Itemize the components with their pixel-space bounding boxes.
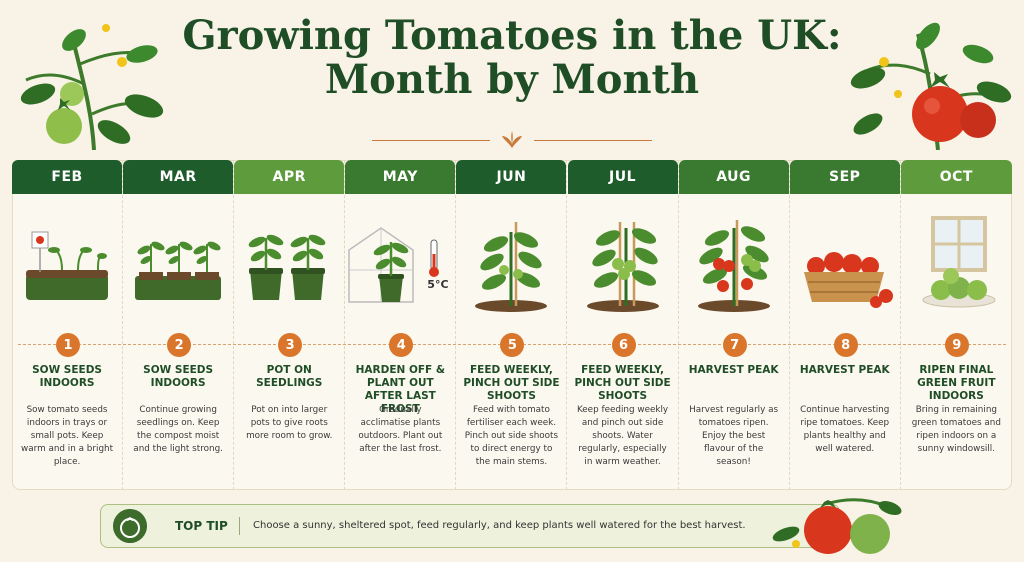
title-divider bbox=[372, 130, 652, 150]
tomato-plant-left-icon bbox=[20, 24, 164, 150]
month-column: JUL 6 FEED WEEKLY, PINCH OUT SIDE SHOOTS K… bbox=[567, 160, 679, 490]
step-title: RIPEN FINAL GREEN FRUIT INDOORS bbox=[917, 364, 996, 402]
step-number-badge: 9 bbox=[944, 333, 969, 357]
tomato-plant-right-icon bbox=[850, 22, 1012, 150]
month-column: JUN 5 FEED WEEKLY, PINCH OUT SIDE SHOOTS F… bbox=[456, 160, 568, 490]
month-tab: AUG bbox=[678, 160, 789, 194]
step-number-badge: 2 bbox=[167, 333, 192, 357]
month-column: MAR 2 SOW SEEDS INDOORS Continue growing s… bbox=[123, 160, 235, 490]
tip-text: Choose a sunny, sheltered spot, feed reg… bbox=[253, 520, 746, 531]
step-number-badge: 7 bbox=[722, 333, 747, 357]
step-title: FEED WEEKLY, PINCH OUT SIDE SHOOTS bbox=[574, 364, 671, 402]
timeline-board bbox=[12, 160, 1012, 490]
divider-line-left bbox=[372, 140, 490, 141]
step-number-badge: 8 bbox=[833, 333, 858, 357]
step-number-badge: 3 bbox=[278, 333, 303, 357]
step-description: Gradually acclimatise plants outdoors. P… bbox=[358, 405, 443, 454]
temperature-label: 5°C bbox=[427, 278, 449, 291]
divider-line-right bbox=[534, 140, 652, 141]
ripe-plant-icon bbox=[697, 220, 770, 312]
step-title: HARDEN OFF & PLANT OUT AFTER LAST FROST bbox=[355, 364, 446, 415]
step-description: Continue growing seedlings on. Keep the … bbox=[133, 405, 223, 454]
month-tab: MAR bbox=[123, 160, 234, 194]
month-tab: FEB bbox=[12, 160, 123, 194]
windowsill-green-tomatoes-icon bbox=[922, 216, 996, 308]
month-column: MAY 5°C 4 HARDEN OFF & PLANT OUT AFTER LAS… bbox=[345, 160, 457, 490]
greenhouse-thermometer-icon bbox=[348, 227, 440, 303]
staked-plant-icon bbox=[475, 222, 548, 312]
step-title: HARVEST PEAK bbox=[688, 364, 779, 376]
month-tab: MAY bbox=[345, 160, 456, 194]
month-column: OCT 9 RIPEN FINAL GREEN FRUIT INDOORS Brin… bbox=[900, 160, 1012, 490]
month-column: APR 3 POT ON SEEDLINGS Pot on into larger … bbox=[234, 160, 346, 490]
step-description: Feed with tomato fertiliser each week. P… bbox=[464, 405, 559, 467]
seed-tray-icon bbox=[26, 231, 108, 300]
potted-seedlings-icon bbox=[248, 234, 326, 300]
title-line-2: Month by Month bbox=[324, 56, 700, 103]
step-description: Sow tomato seeds indoors in trays or sma… bbox=[21, 405, 114, 467]
fruiting-plant-icon bbox=[586, 222, 659, 312]
step-title: SOW SEEDS INDOORS bbox=[143, 364, 214, 389]
step-number-badge: 4 bbox=[389, 333, 414, 357]
step-title: POT ON SEEDLINGS bbox=[256, 364, 323, 389]
month-tab: JUN bbox=[456, 160, 567, 194]
seedlings-tray-icon bbox=[135, 241, 222, 300]
leaf-ornament-icon bbox=[502, 131, 522, 148]
step-description: Keep feeding weekly and pinch out side s… bbox=[576, 405, 669, 467]
month-column: SEP 8 HARVEST PEAK Continue harvesting rip… bbox=[789, 160, 901, 490]
title-line-1: Growing Tomatoes in the UK: bbox=[182, 12, 842, 59]
month-column: AUG 7 HARVEST PEAK Harvest regularly as to… bbox=[678, 160, 790, 490]
tomato-basket-icon bbox=[803, 252, 893, 308]
tomato-icon bbox=[113, 509, 147, 543]
step-description: Pot on into larger pots to give roots mo… bbox=[246, 405, 333, 441]
top-tip-box: TOP TIP Choose a sunny, sheltered spot, … bbox=[100, 504, 840, 548]
month-tab: OCT bbox=[900, 160, 1012, 194]
step-description: Continue harvesting ripe tomatoes. Keep … bbox=[800, 405, 890, 454]
month-tab: APR bbox=[234, 160, 345, 194]
step-description: Bring in remaining green tomatoes and ri… bbox=[911, 405, 1001, 454]
step-number-badge: 1 bbox=[56, 333, 80, 357]
step-title: HARVEST PEAK bbox=[799, 364, 890, 376]
step-title: FEED WEEKLY, PINCH OUT SIDE SHOOTS bbox=[463, 364, 560, 402]
step-title: SOW SEEDS INDOORS bbox=[32, 364, 102, 389]
step-description: Harvest regularly as tomatoes ripen. Enj… bbox=[689, 405, 779, 467]
tip-label: TOP TIP bbox=[175, 519, 228, 533]
page-title: Growing Tomatoes in the UK: Month by Mon… bbox=[180, 14, 844, 102]
month-tab: JUL bbox=[567, 160, 678, 194]
tomatoes-decoration-icon bbox=[772, 498, 902, 554]
month-tab: SEP bbox=[789, 160, 900, 194]
step-number-badge: 6 bbox=[611, 333, 636, 357]
tip-separator bbox=[239, 517, 240, 535]
month-column: FEB 1 SOW SEEDS INDOORS Sow tomato seeds i… bbox=[12, 160, 124, 490]
step-number-badge: 5 bbox=[500, 333, 525, 357]
